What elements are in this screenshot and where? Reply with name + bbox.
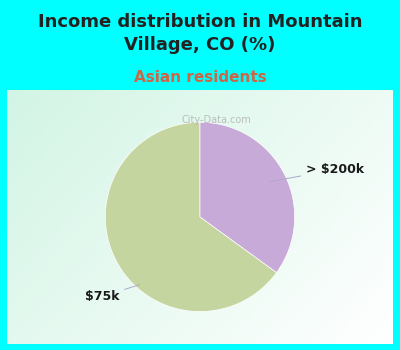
Wedge shape [105,122,276,312]
Text: Income distribution in Mountain
Village, CO (%): Income distribution in Mountain Village,… [38,14,362,54]
Text: Asian residents: Asian residents [134,70,266,85]
Text: > $200k: > $200k [270,163,364,182]
Text: $75k: $75k [84,285,140,303]
Text: City-Data.com: City-Data.com [181,116,251,125]
Wedge shape [200,122,295,273]
